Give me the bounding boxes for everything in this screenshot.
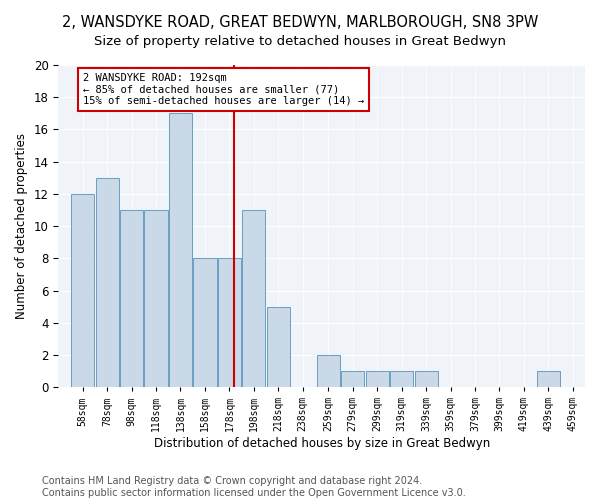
Bar — [390, 371, 413, 387]
Bar — [120, 210, 143, 387]
Bar — [95, 178, 119, 387]
X-axis label: Distribution of detached houses by size in Great Bedwyn: Distribution of detached houses by size … — [154, 437, 490, 450]
Bar — [415, 371, 438, 387]
Bar — [169, 114, 192, 387]
Bar — [365, 371, 389, 387]
Text: 2, WANSDYKE ROAD, GREAT BEDWYN, MARLBOROUGH, SN8 3PW: 2, WANSDYKE ROAD, GREAT BEDWYN, MARLBORO… — [62, 15, 538, 30]
Bar — [242, 210, 265, 387]
Y-axis label: Number of detached properties: Number of detached properties — [15, 133, 28, 319]
Text: Size of property relative to detached houses in Great Bedwyn: Size of property relative to detached ho… — [94, 35, 506, 48]
Bar — [317, 355, 340, 387]
Bar — [71, 194, 94, 387]
Bar — [341, 371, 364, 387]
Text: 2 WANSDYKE ROAD: 192sqm
← 85% of detached houses are smaller (77)
15% of semi-de: 2 WANSDYKE ROAD: 192sqm ← 85% of detache… — [83, 73, 364, 106]
Bar — [145, 210, 167, 387]
Bar — [218, 258, 241, 387]
Bar — [537, 371, 560, 387]
Bar — [266, 306, 290, 387]
Bar — [193, 258, 217, 387]
Text: Contains HM Land Registry data © Crown copyright and database right 2024.
Contai: Contains HM Land Registry data © Crown c… — [42, 476, 466, 498]
